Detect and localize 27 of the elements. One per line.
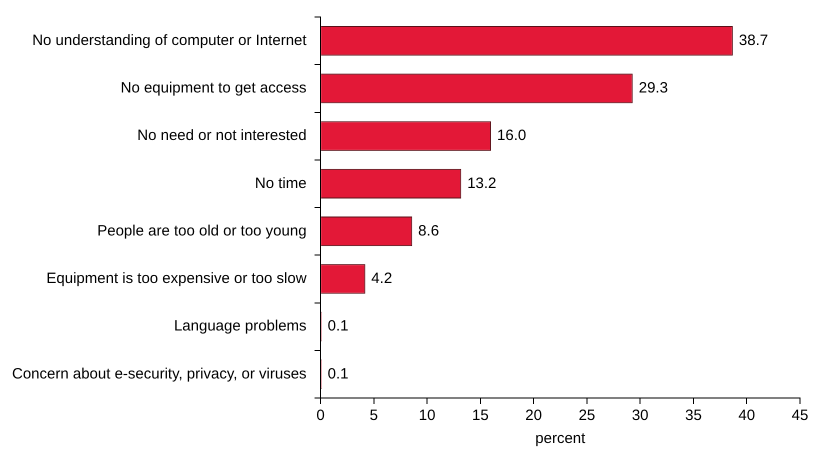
x-tick-label: 20 [525, 407, 542, 424]
x-tick-label: 15 [472, 407, 489, 424]
data-label: 38.7 [738, 32, 768, 49]
x-tick-label: 5 [370, 407, 378, 424]
data-label: 0.1 [328, 365, 348, 382]
x-tick-label: 25 [578, 407, 596, 424]
data-label: 16.0 [497, 127, 526, 144]
y-tick-label: No time [254, 174, 307, 192]
x-tick-label: 40 [738, 407, 756, 424]
y-tick-label: People are too old or too young [97, 222, 307, 240]
data-label: 13.2 [467, 174, 496, 192]
y-tick-label: No understanding of computer or Internet [32, 32, 308, 49]
x-tick-label: 45 [792, 407, 808, 424]
y-tick-label: Concern about e-security, privacy, or viruses [12, 365, 307, 382]
data-label: 4.2 [371, 270, 392, 288]
y-tick-label: Language problems [174, 318, 307, 335]
x-tick-label: 10 [418, 407, 436, 424]
x-tick-label: 30 [632, 407, 649, 424]
x-tick-label: 0 [316, 407, 325, 424]
y-tick-label: No equipment to get access [120, 80, 307, 97]
y-tick-label: No need or not interested [137, 127, 307, 144]
data-label: 8.6 [418, 222, 440, 240]
x-tick-label: 35 [685, 407, 702, 424]
data-label: 29.3 [638, 80, 668, 97]
y-tick-label: Equipment is too expensive or too slow [46, 270, 307, 288]
x-axis-title: percent [535, 430, 586, 448]
data-label: 0.1 [328, 318, 348, 335]
